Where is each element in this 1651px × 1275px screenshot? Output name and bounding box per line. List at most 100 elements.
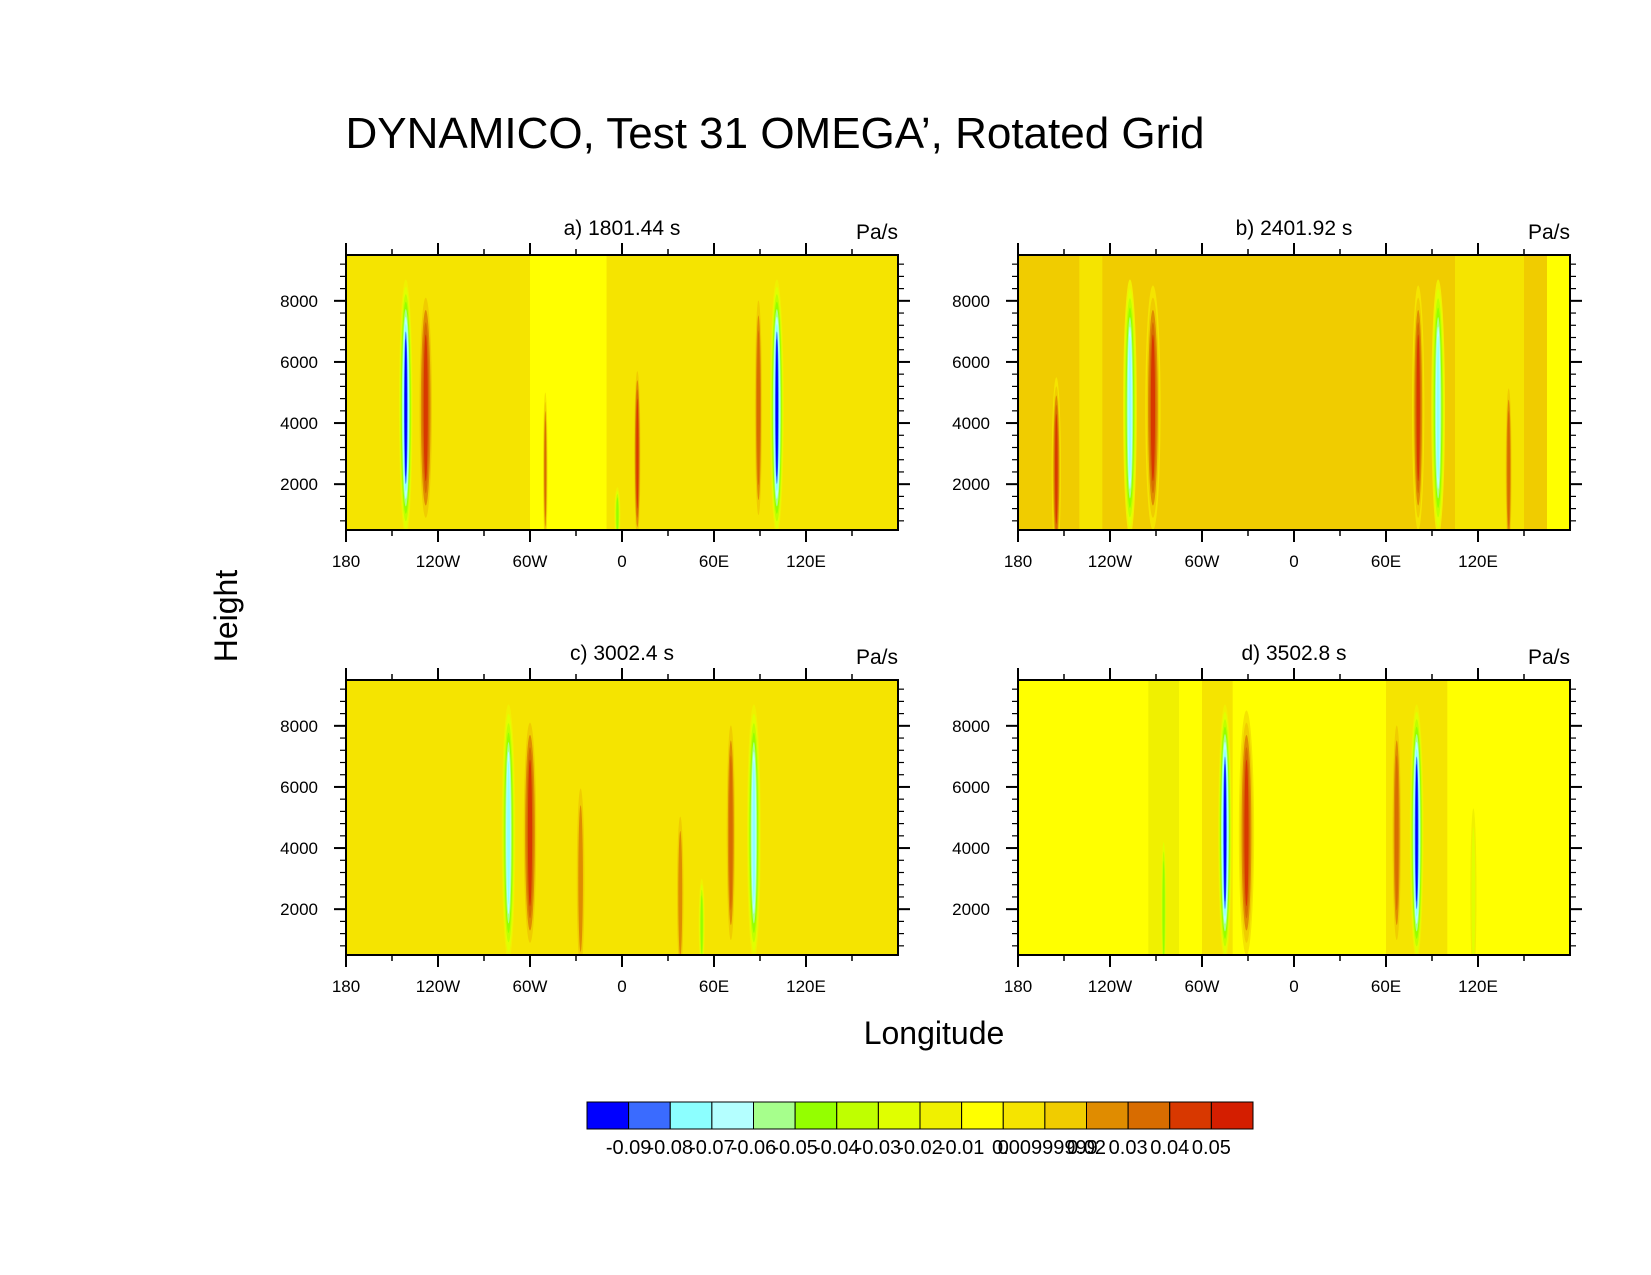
contour-level	[1128, 335, 1132, 480]
contour-level	[527, 759, 533, 907]
colorbar-label: -0.08	[647, 1137, 693, 1159]
y-tick-label: 2000	[952, 475, 990, 494]
panel-title: b) 2401.92 s	[1236, 217, 1353, 240]
x-tick-label: 120W	[1088, 977, 1132, 996]
y-tick-label: 4000	[952, 839, 990, 858]
panel-b-field	[1018, 255, 1570, 530]
contour-level	[1162, 860, 1165, 955]
contour-level	[578, 805, 583, 952]
colorbar-swatch	[1086, 1101, 1129, 1130]
colorbar-label: -0.06	[731, 1137, 777, 1159]
panel-units: Pa/s	[1528, 221, 1570, 244]
x-tick-label: 0	[617, 977, 626, 996]
field-region	[530, 255, 607, 530]
colorbar-swatch	[628, 1101, 671, 1130]
panel-a: 180 120W 60W 0 60E 120E 2000 4000 6000 8000 a) 180…	[280, 217, 910, 571]
colorbar-swatch	[1002, 1101, 1046, 1130]
y-tick-label: 8000	[952, 717, 990, 736]
y-tick-label: 4000	[952, 414, 990, 433]
contour-level	[752, 760, 756, 905]
x-tick-label: 60E	[699, 977, 729, 996]
y-tick-label: 6000	[280, 778, 318, 797]
contour-level	[636, 398, 639, 509]
contour-level	[544, 420, 547, 518]
field-region	[1079, 255, 1103, 530]
x-tick-label: 120E	[1458, 977, 1498, 996]
y-tick-label: 8000	[280, 292, 318, 311]
contour-level	[700, 895, 703, 954]
x-tick-label: 60W	[1185, 977, 1220, 996]
y-tick-label: 6000	[280, 353, 318, 372]
colorbar-label: -0.02	[897, 1137, 943, 1159]
colorbar-label: -0.09	[606, 1137, 652, 1159]
y-tick-label: 6000	[952, 353, 990, 372]
x-tick-label: 180	[332, 977, 360, 996]
panel-c: 180 120W 60W 0 60E 120E 2000 4000 6000 8000 c) 300…	[280, 642, 910, 996]
y-tick-label: 2000	[280, 475, 318, 494]
contour-level	[1436, 335, 1440, 480]
contour-level	[1415, 763, 1418, 902]
colorbar-label: -0.01	[939, 1137, 985, 1159]
colorbar-swatch	[877, 1101, 921, 1130]
panel-units: Pa/s	[1528, 646, 1570, 669]
x-tick-label: 120W	[1088, 552, 1132, 571]
colorbar-label: 0.00999999	[992, 1137, 1098, 1159]
y-tick-label: 8000	[952, 292, 990, 311]
contour-level	[678, 831, 683, 955]
colorbar-swatch	[669, 1101, 713, 1130]
colorbar-swatch	[586, 1101, 630, 1130]
contour-level	[729, 755, 733, 911]
colorbar-label: -0.04	[814, 1137, 860, 1159]
y-tick-label: 8000	[280, 717, 318, 736]
field-region	[1547, 255, 1570, 530]
x-tick-label: 0	[1289, 552, 1298, 571]
colorbar-label: 0	[998, 1137, 1009, 1159]
x-tick-label: 60W	[1185, 552, 1220, 571]
x-tick-label: 120E	[1458, 552, 1498, 571]
x-axis-label: Longitude	[864, 1015, 1005, 1051]
colorbar-swatch	[1127, 1101, 1171, 1130]
colorbar-swatch	[753, 1101, 796, 1130]
y-tick-label: 2000	[952, 900, 990, 919]
colorbar-label: 0.02	[1067, 1137, 1106, 1159]
colorbar-label: -0.07	[689, 1137, 735, 1159]
x-tick-label: 180	[332, 552, 360, 571]
colorbar-label: 0.05	[1192, 1137, 1231, 1159]
contour-level	[1244, 759, 1249, 907]
y-tick-label: 4000	[280, 414, 318, 433]
y-tick-label: 6000	[952, 778, 990, 797]
x-tick-label: 180	[1004, 552, 1032, 571]
x-tick-label: 0	[617, 552, 626, 571]
x-tick-label: 60E	[1371, 977, 1401, 996]
contour-level	[404, 338, 407, 477]
colorbar-swatch	[919, 1101, 963, 1130]
x-tick-label: 60W	[513, 977, 548, 996]
figure-title: DYNAMICO, Test 31 OMEGA’, Rotated Grid	[345, 109, 1204, 158]
panels: 180 120W 60W 0 60E 120E 2000 4000 6000 8000 a) 180…	[280, 217, 1582, 996]
panel-c-field	[346, 680, 898, 955]
colorbar-label: 0.04	[1150, 1137, 1189, 1159]
x-tick-label: 60W	[513, 552, 548, 571]
y-tick-label: 4000	[280, 839, 318, 858]
colorbar-swatch	[711, 1101, 754, 1130]
colorbar-swatch	[961, 1101, 1004, 1130]
contour-level	[1471, 827, 1476, 955]
x-tick-label: 120W	[416, 977, 460, 996]
y-axis-label: Height	[208, 570, 244, 663]
colorbar-swatch	[1210, 1101, 1254, 1130]
contour-level	[1223, 763, 1227, 902]
colorbar-label: -0.05	[772, 1137, 818, 1159]
panel-title: d) 3502.8 s	[1241, 642, 1346, 665]
contour-level	[1055, 413, 1058, 524]
contour-level	[1150, 334, 1156, 482]
colorbar-swatch	[794, 1101, 838, 1130]
contour-level	[756, 330, 760, 486]
x-tick-label: 120W	[416, 552, 460, 571]
panel-units: Pa/s	[856, 221, 898, 244]
contour-level	[1507, 410, 1510, 527]
colorbar-label: 0.03	[1109, 1137, 1148, 1159]
panel-title: c) 3002.4 s	[570, 642, 674, 665]
x-tick-label: 60E	[1371, 552, 1401, 571]
colorbar: -0.09-0.08-0.07-0.06-0.05-0.04-0.03-0.02…	[586, 1101, 1254, 1159]
